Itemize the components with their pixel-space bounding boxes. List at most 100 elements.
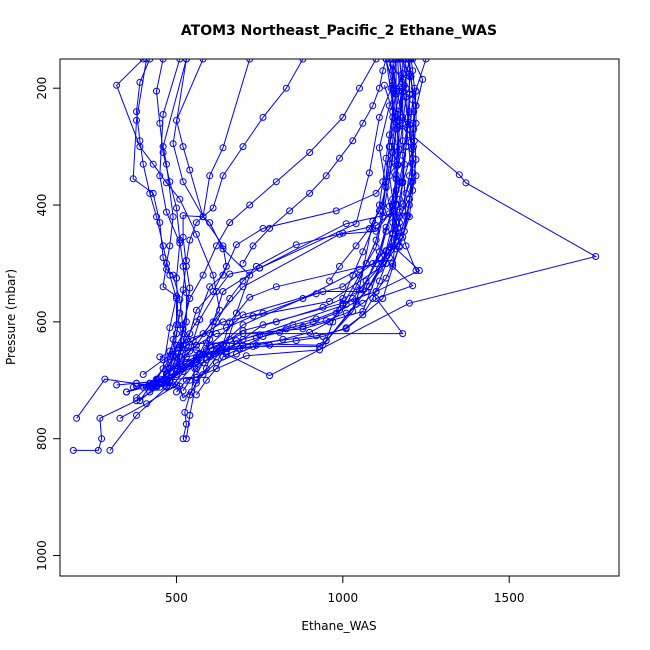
data-point [392,113,400,121]
data-point [186,391,194,399]
data-point [382,227,390,235]
data-point [399,119,407,127]
data-point [316,346,323,354]
data-point [239,277,247,285]
series-line [136,59,404,384]
data-point [179,178,187,186]
data-point [399,78,407,86]
data-point [405,59,413,63]
data-point [410,125,418,133]
data-point [239,344,247,352]
data-point [369,295,377,302]
data-point [192,230,200,238]
data-point [163,383,170,391]
data-point [146,189,154,197]
data-point [239,327,247,335]
data-point [395,102,403,110]
data-point [379,295,387,302]
data-point [299,59,307,63]
data-point [176,236,184,244]
data-point [212,342,220,350]
data-point [392,125,400,133]
x-tick-label: 1000 [328,591,359,605]
data-point [173,388,180,396]
data-point [186,376,194,384]
data-point [163,371,170,378]
data-point [181,408,189,416]
data-point [179,143,187,151]
data-point [412,119,420,127]
data-point [156,379,164,387]
plot-area-frame [59,58,620,577]
data-point [182,420,190,428]
data-point [232,350,240,358]
data-point [299,323,307,331]
data-point [362,260,370,267]
data-point [179,341,187,349]
data-point [166,271,174,279]
data-point [266,341,274,349]
series-line [133,59,410,388]
data-point [156,119,164,127]
data-point [409,143,417,151]
data-point [153,87,160,95]
data-point [129,175,137,183]
profile-series [169,59,254,443]
data-point [422,59,430,63]
data-point [339,299,347,307]
data-point [219,144,227,152]
data-point [98,435,106,443]
data-point [199,371,207,378]
data-point [385,160,393,168]
data-point [402,242,410,250]
data-point [133,411,140,419]
data-point [219,172,227,180]
data-point [282,325,290,333]
y-tick-label: 400 [35,194,49,217]
data-point [182,435,190,443]
series-line [182,59,415,392]
data-point [385,131,393,139]
data-point [375,254,383,262]
data-point [382,184,390,191]
data-point [375,201,383,209]
data-point [156,219,164,227]
data-point [339,295,347,302]
data-point [146,388,154,396]
data-point [139,59,147,63]
data-point [389,61,397,69]
data-point [375,84,383,92]
data-point [399,200,407,208]
data-point [336,154,343,162]
data-point [212,242,220,250]
series-line [73,91,417,451]
data-point [389,242,397,250]
data-point [385,59,393,63]
data-point [222,324,230,332]
profile-series [106,59,397,454]
data-point [226,219,234,227]
data-point [212,365,220,373]
data-point [397,59,405,63]
data-point [182,59,190,63]
data-point [133,394,140,402]
series-line [195,64,407,396]
data-point [139,160,147,168]
data-point [306,328,314,336]
data-point [166,353,174,361]
data-point [182,289,190,297]
data-point [176,59,184,63]
data-point [382,274,390,282]
data-point [159,111,167,118]
data-point [349,271,357,279]
data-point [239,260,247,267]
data-point [369,224,377,232]
data-point [382,154,390,162]
data-point [136,137,144,145]
data-point [182,257,190,264]
data-point [276,328,284,336]
data-point [272,178,280,186]
profile-series [322,61,397,345]
data-point [176,195,184,203]
